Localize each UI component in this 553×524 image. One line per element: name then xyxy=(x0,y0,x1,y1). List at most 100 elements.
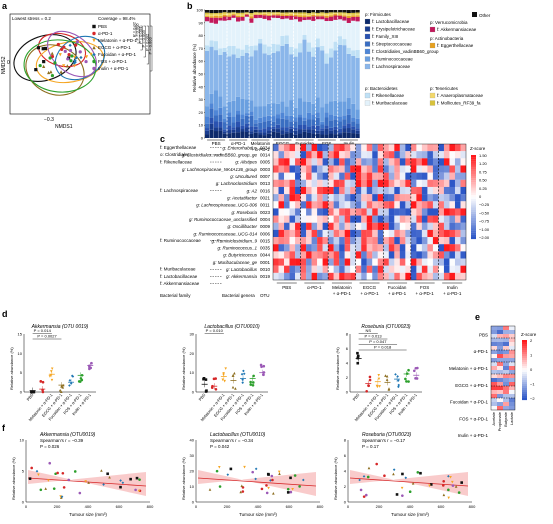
stacked-segment xyxy=(333,41,338,51)
heatmap-cell xyxy=(322,186,329,195)
colorbar-cell xyxy=(471,182,476,185)
data-point xyxy=(278,472,281,475)
ytick-label: 5 xyxy=(22,469,25,474)
legend-swatch xyxy=(429,42,436,49)
data-point xyxy=(54,472,57,476)
heatmap-cell xyxy=(306,179,312,188)
panel-label-c: c xyxy=(160,134,165,144)
data-point xyxy=(249,380,252,384)
heatmap-cell xyxy=(333,144,340,152)
genus-label: g: Lachnospiraceae_NK4A136_group xyxy=(182,167,258,172)
heatmap-cell xyxy=(443,208,450,216)
heatmap-cell xyxy=(460,201,467,209)
stacked-segment xyxy=(280,15,285,20)
data-point xyxy=(358,478,361,482)
stacked-segment xyxy=(306,19,311,43)
stacked-segment xyxy=(240,129,245,132)
data-point xyxy=(240,372,244,376)
heatmap-cell xyxy=(366,158,373,166)
heatmap-cell xyxy=(295,186,301,195)
heatmap-cell xyxy=(317,201,323,209)
heatmap-cell xyxy=(497,374,503,379)
heatmap-cell xyxy=(438,222,445,230)
heatmap-cell xyxy=(497,330,503,335)
stacked-segment xyxy=(249,10,254,14)
data-point xyxy=(218,485,222,488)
heatmap-cell xyxy=(366,151,373,159)
otu-label: 0004 xyxy=(260,217,271,222)
ordination-point xyxy=(42,59,46,64)
heatmap-cell xyxy=(394,144,400,152)
stacked-segment xyxy=(258,129,263,133)
stacked-segment xyxy=(231,54,236,101)
heatmap-cell xyxy=(454,222,461,230)
heatmap-cell xyxy=(438,244,445,252)
legend-swatch xyxy=(364,56,371,62)
otu-label: 0009 xyxy=(260,224,271,229)
data-point xyxy=(383,474,386,478)
ytick-label: 6 xyxy=(346,346,349,351)
heatmap-cell xyxy=(284,158,290,166)
stacked-segment xyxy=(209,117,214,124)
heatmap-cell xyxy=(427,186,434,195)
heatmap-cell xyxy=(394,222,400,230)
stacked-segment xyxy=(315,133,320,138)
plot-title: Roseburia (OTU0023) xyxy=(362,432,412,438)
heatmap-cell xyxy=(460,251,467,259)
heatmap-cell xyxy=(449,179,456,188)
heatmap-cell xyxy=(449,251,456,259)
xtick-label: 600 xyxy=(116,504,123,509)
heatmap-cell xyxy=(361,215,367,223)
stacked-segment xyxy=(329,15,334,17)
ordination-point xyxy=(50,51,54,55)
genus-label: g: Muribaculaceae_ge xyxy=(213,260,258,265)
stacked-segment xyxy=(284,131,289,134)
heatmap-cell xyxy=(306,272,312,281)
stacked-segment xyxy=(346,47,351,54)
heatmap-cell xyxy=(432,229,439,238)
heatmap-cell xyxy=(311,179,318,188)
heatmap-cell xyxy=(383,244,389,252)
heatmap-cell xyxy=(416,251,422,259)
heatmap-cell xyxy=(432,165,439,173)
heatmap-cell xyxy=(300,186,307,195)
stacked-segment xyxy=(311,56,316,104)
genus-label: g: Akkermansia xyxy=(226,274,257,279)
colorbar-cell xyxy=(522,344,527,347)
heatmap-cell xyxy=(322,172,329,180)
data-point xyxy=(240,484,244,488)
stacked-segment xyxy=(289,46,294,55)
heatmap-cell xyxy=(317,179,323,188)
ytick-label: 30 xyxy=(190,332,195,337)
ytick-label: 4 xyxy=(344,469,347,474)
heatmap-cell xyxy=(284,186,290,195)
heatmap-cell xyxy=(460,222,467,230)
heatmap-cell xyxy=(339,158,345,166)
stacked-segment xyxy=(213,131,218,138)
heatmap-cell xyxy=(273,151,279,159)
stacked-segment xyxy=(337,134,342,138)
genus-label: g: Acetatifactor xyxy=(227,195,257,200)
heatmap-cell xyxy=(295,172,301,180)
heatmap-cell xyxy=(361,179,367,188)
stacked-segment xyxy=(218,16,223,18)
colorbar-cell xyxy=(471,194,476,198)
heatmap-cell xyxy=(410,237,417,245)
heatmap-cell xyxy=(443,172,450,180)
data-point xyxy=(80,373,84,377)
heatmap-cell xyxy=(432,144,439,152)
heatmap-cell xyxy=(388,215,395,223)
stacked-segment xyxy=(346,53,351,98)
stacked-segment xyxy=(324,15,329,18)
heatmap-cell xyxy=(449,272,456,281)
heatmap-cell xyxy=(491,366,497,371)
stacked-segment xyxy=(253,14,258,15)
group-label: + α-PD-1 xyxy=(360,291,379,296)
heatmap-cell xyxy=(509,326,515,331)
stacked-segment xyxy=(311,114,316,120)
heatmap-cell xyxy=(443,194,450,202)
stacked-segment xyxy=(209,17,214,23)
ordination-point xyxy=(89,52,93,56)
heatmap-cell xyxy=(377,165,384,173)
heatmap-cell xyxy=(284,165,290,173)
